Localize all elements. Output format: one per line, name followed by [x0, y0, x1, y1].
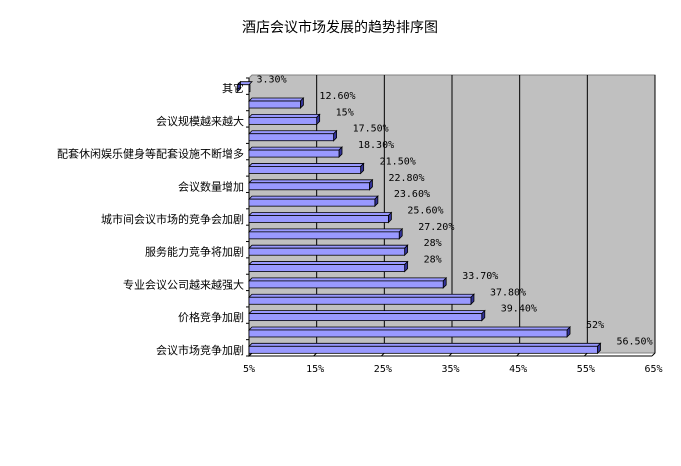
x-tick-label: 35% [441, 364, 459, 375]
x-tick-label: 45% [509, 364, 527, 375]
data-label: 27.20% [418, 222, 454, 233]
bar [248, 231, 400, 240]
bars [236, 80, 602, 355]
bar-top [248, 228, 404, 233]
bar [248, 100, 301, 109]
data-label: 33.70% [462, 271, 498, 282]
x-tick-label: 5% [243, 364, 255, 375]
category-label: 会议规模越来越大 [156, 114, 244, 128]
category-label: 会议市场竞争加剧 [156, 343, 244, 357]
bar-top [248, 195, 379, 200]
data-labels: 3.30% 12.60% 15% 17.50% 18.30% 21.50% 22.80% 23… [256, 75, 652, 348]
bar [248, 166, 362, 174]
category-label: 专业会议公司越来越强大 [123, 277, 244, 291]
bar [248, 133, 334, 142]
data-label: 52% [586, 320, 604, 331]
bar-top [248, 97, 305, 102]
bar [248, 198, 376, 207]
bar-top [248, 163, 365, 167]
bar [248, 329, 568, 338]
category-label: 服务能力竞争将加剧 [145, 245, 244, 259]
bar [248, 280, 444, 289]
bar [248, 116, 318, 125]
bar [248, 264, 406, 272]
data-label: 39.40% [501, 304, 537, 315]
data-label: 23.60% [394, 189, 430, 200]
data-label: 17.50% [353, 124, 389, 135]
data-label: 3.30% [256, 75, 286, 86]
bar-top [248, 293, 475, 298]
x-tick-labels: 5% 15% 25% 35% 45% 55% 65% [243, 364, 663, 375]
x-tick-label: 65% [644, 364, 662, 375]
bar [248, 247, 406, 256]
data-label: 21.50% [380, 156, 416, 167]
data-label: 22.80% [388, 173, 424, 184]
x-tick-label: 25% [374, 364, 392, 375]
bar-top [248, 277, 448, 282]
bar-side [237, 80, 241, 93]
data-label: 15% [336, 107, 354, 118]
data-label: 25.60% [407, 206, 443, 217]
bar [248, 345, 598, 354]
x-tick-label: 55% [577, 364, 595, 375]
category-labels: 其它会议规模越来越大配套休闲娱乐健身等配套设施不断增多会议数量增加城市间会议市场… [57, 81, 244, 357]
category-label: 城市间会议市场的竞争会加剧 [101, 212, 244, 226]
bar-top [248, 146, 343, 151]
category-label: 其它 [222, 81, 244, 95]
bar-top [248, 261, 409, 265]
data-label: 28% [424, 255, 442, 266]
bar-top [248, 310, 486, 315]
chart-title: 酒店会议市场发展的趋势排序图 [242, 19, 438, 36]
data-label: 56.50% [616, 336, 652, 347]
bar [248, 84, 251, 93]
grid-line-floor [651, 352, 656, 357]
bar [248, 149, 340, 158]
bar-top [248, 130, 338, 135]
bar-top [248, 113, 321, 118]
bar [248, 296, 472, 305]
data-label: 37.80% [490, 287, 526, 298]
x-tick-label: 15% [306, 364, 324, 375]
bar [248, 313, 483, 322]
bar-top [248, 326, 571, 331]
bar-top [248, 179, 374, 184]
bar [248, 215, 389, 223]
bar-top [248, 342, 602, 347]
data-label: 18.30% [358, 140, 394, 151]
bar-top [248, 212, 393, 216]
category-label: 价格竞争加剧 [178, 310, 244, 324]
data-label: 28% [424, 238, 442, 249]
category-label: 配套休闲娱乐健身等配套设施不断增多 [57, 147, 244, 161]
bar-top [248, 244, 409, 249]
data-label: 12.60% [319, 91, 355, 102]
bar [248, 182, 370, 191]
category-label: 会议数量增加 [178, 179, 244, 193]
